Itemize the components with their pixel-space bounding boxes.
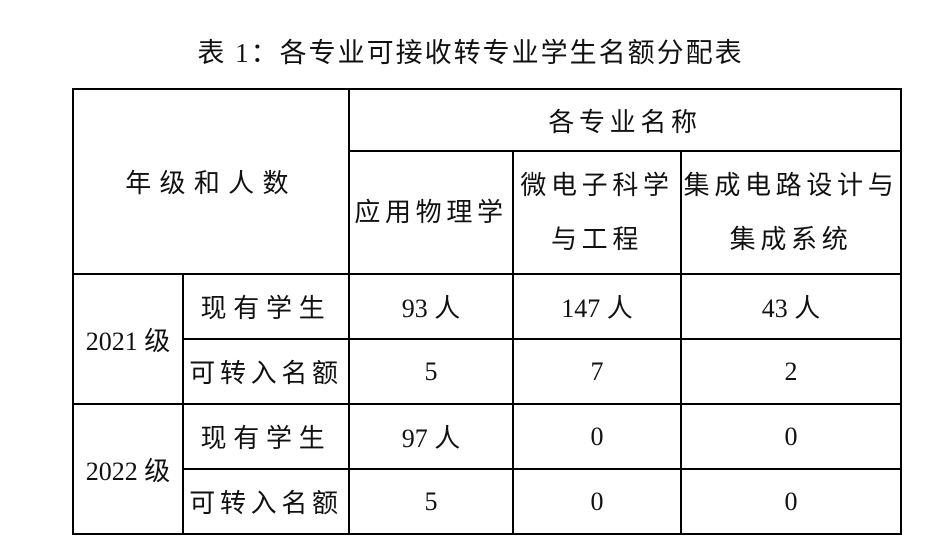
value-2022-existing-microelectronics: 0 [512, 403, 683, 470]
grade-2021-cell: 2021 级 [72, 273, 184, 405]
label-transfer-quota: 可转入名额 [181, 468, 351, 535]
value-2021-existing-ic-design: 43 人 [680, 273, 903, 340]
header-row-majors: 应用物理学 微电子科学 与工程 集成电路设计与 集成系统 [73, 150, 903, 275]
row-2021-existing: 2021 级 现有学生 93 人 147 人 43 人 [72, 273, 903, 405]
header-major-names: 各专业名称 [348, 88, 903, 152]
label-existing-students: 现有学生 [181, 273, 351, 340]
value-2021-quota-applied-physics: 5 [348, 338, 515, 405]
value-2021-quota-ic-design: 2 [680, 338, 903, 405]
label-transfer-quota: 可转入名额 [181, 338, 351, 405]
header-grade-and-count: 年级和人数 [71, 88, 351, 275]
header-major-microelectronics: 微电子科学 与工程 [512, 150, 683, 275]
value-2022-existing-ic-design: 0 [680, 403, 903, 470]
value-2022-quota-applied-physics: 5 [348, 468, 515, 535]
table-title: 表 1：各专业可接收转专业学生名额分配表 [197, 38, 744, 68]
label-existing-students: 现有学生 [181, 403, 351, 470]
header-major-ic-design: 集成电路设计与 集成系统 [680, 150, 903, 275]
header-row-group: 年级和人数 各专业名称 [71, 88, 903, 275]
grade-2022-cell: 2022 级 [72, 403, 184, 535]
quota-allocation-table: 年级和人数 各专业名称 应用物理学 微电子科学 与工程 集成电路设计与 集成系统… [71, 88, 903, 535]
value-2022-quota-microelectronics: 0 [512, 468, 683, 535]
value-2022-quota-ic-design: 0 [680, 468, 903, 535]
value-2022-existing-applied-physics: 97 人 [348, 403, 515, 470]
row-2021-quota: 可转入名额 5 7 2 [73, 338, 903, 405]
row-2022-quota: 可转入名额 5 0 0 [73, 468, 903, 535]
value-2021-existing-applied-physics: 93 人 [348, 273, 515, 340]
header-major-applied-physics: 应用物理学 [348, 150, 515, 275]
value-2021-quota-microelectronics: 7 [512, 338, 683, 405]
value-2021-existing-microelectronics: 147 人 [512, 273, 683, 340]
row-2022-existing: 2022 级 现有学生 97 人 0 0 [72, 403, 903, 535]
